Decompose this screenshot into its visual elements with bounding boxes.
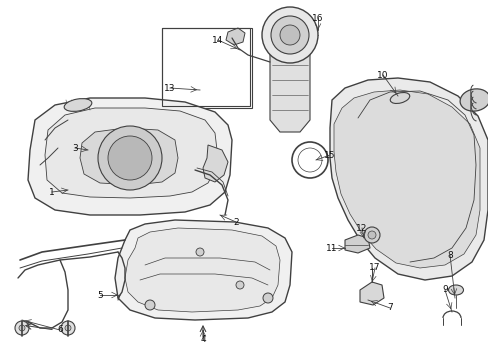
Circle shape: [65, 325, 71, 331]
Text: 7: 7: [386, 303, 392, 312]
Text: 2: 2: [233, 217, 238, 226]
Polygon shape: [203, 145, 227, 182]
Polygon shape: [225, 28, 244, 45]
Circle shape: [262, 7, 317, 63]
Ellipse shape: [459, 89, 488, 111]
Ellipse shape: [447, 285, 463, 295]
Circle shape: [363, 227, 379, 243]
Circle shape: [145, 300, 155, 310]
Polygon shape: [329, 78, 487, 280]
Polygon shape: [80, 128, 178, 185]
Text: 4: 4: [200, 336, 205, 345]
Text: 9: 9: [441, 285, 447, 294]
Polygon shape: [125, 228, 280, 312]
Text: 3: 3: [72, 144, 78, 153]
Circle shape: [19, 325, 25, 331]
Text: 11: 11: [325, 243, 337, 252]
Text: 15: 15: [324, 150, 335, 159]
Ellipse shape: [64, 99, 92, 111]
Text: 13: 13: [164, 84, 175, 93]
Circle shape: [270, 16, 308, 54]
Text: 16: 16: [312, 14, 323, 23]
Text: 12: 12: [356, 224, 367, 233]
Text: 14: 14: [212, 36, 223, 45]
Polygon shape: [269, 38, 309, 50]
Text: 10: 10: [376, 71, 388, 80]
Polygon shape: [269, 50, 309, 132]
Polygon shape: [115, 220, 291, 320]
Polygon shape: [45, 108, 217, 198]
Polygon shape: [28, 98, 231, 215]
Polygon shape: [345, 235, 369, 253]
Circle shape: [367, 231, 375, 239]
Circle shape: [108, 136, 152, 180]
Circle shape: [61, 321, 75, 335]
Text: 1: 1: [49, 188, 55, 197]
Circle shape: [15, 321, 29, 335]
Ellipse shape: [389, 93, 409, 103]
Text: 5: 5: [97, 291, 102, 300]
Text: 6: 6: [57, 325, 63, 334]
Text: 17: 17: [368, 264, 380, 273]
Circle shape: [280, 25, 299, 45]
Text: 8: 8: [446, 251, 452, 260]
Circle shape: [196, 248, 203, 256]
Polygon shape: [359, 282, 383, 305]
Circle shape: [98, 126, 162, 190]
Circle shape: [263, 293, 272, 303]
Circle shape: [236, 281, 244, 289]
Polygon shape: [333, 90, 479, 268]
